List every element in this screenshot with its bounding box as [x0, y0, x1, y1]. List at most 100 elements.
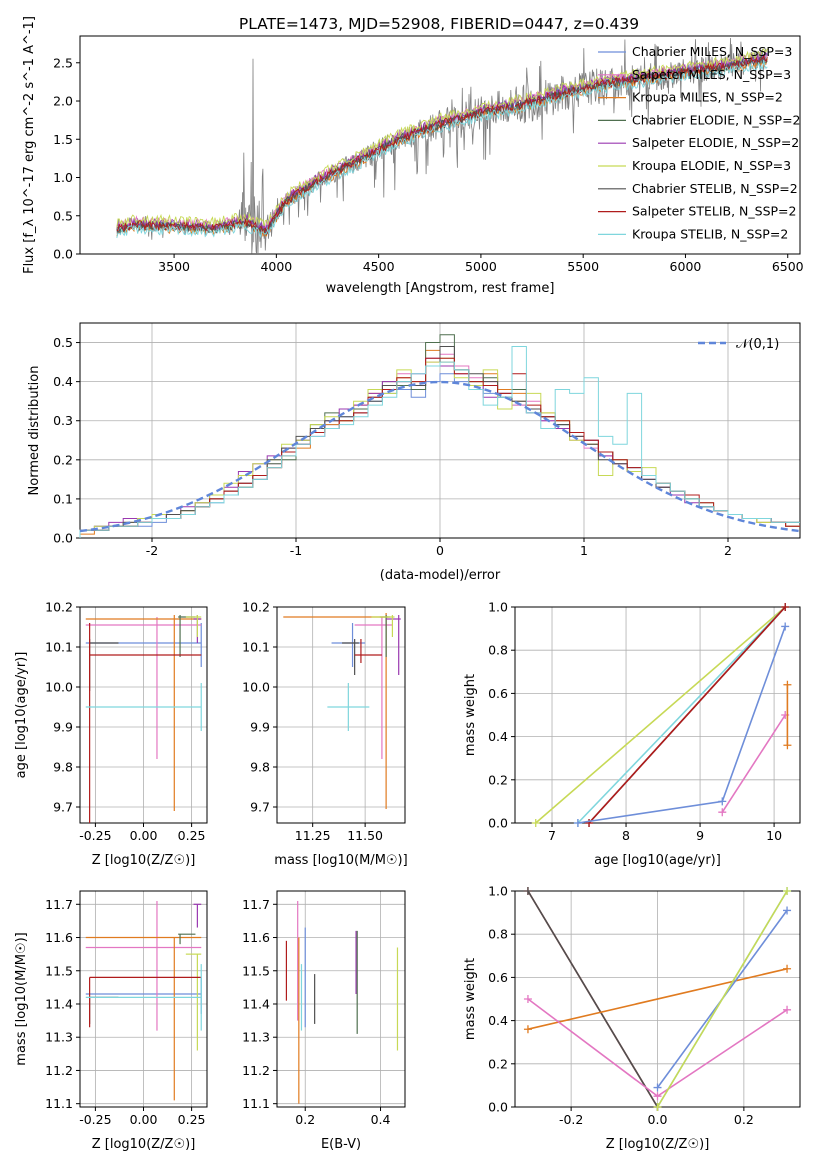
y-axis-label: mass [log10(M/M☉)] [14, 932, 29, 1065]
legend-label: Salpeter STELIB, N_SSP=2 [632, 204, 796, 219]
x-tick-label: 0.2 [734, 1112, 754, 1127]
y-tick-label: 0.0 [488, 1100, 508, 1115]
x-tick-label: 11.25 [295, 828, 331, 843]
y-tick-label: 0.6 [488, 686, 508, 701]
weight-marker [783, 887, 792, 895]
age-vs-mass-panel: 11.25 11.50 9.7 9.8 9.9 10.0 10.1 10.2 mass [log… [242, 600, 408, 869]
y-tick-label: 0.3 [53, 413, 73, 428]
massweight-vs-z-panel: -0.2 0.0 0.2 0.0 0.2 0.4 0.6 0.8 1.0 Z [log10(Z/Z… [463, 884, 801, 1152]
x-tick-label: 4000 [260, 259, 292, 274]
y-tick-label: 10.1 [242, 640, 270, 655]
errorbar-group [85, 900, 202, 1101]
massweight-vs-age-panel: 7 8 9 10 0.0 0.2 0.4 0.6 0.8 1.0 age [log10(age/yr… [463, 600, 801, 868]
weight-marker [783, 741, 792, 750]
weight-marker [783, 680, 792, 689]
y-tick-label: 11.5 [45, 963, 73, 978]
weight-marker [653, 1103, 662, 1111]
weight-line [656, 890, 788, 1108]
weight-marker [573, 819, 582, 827]
x-tick-label: 0.00 [130, 1112, 158, 1127]
axes-frame [276, 606, 406, 824]
y-tick-label: 1.5 [53, 132, 73, 147]
x-tick-label: 9 [696, 828, 704, 843]
y-tick-label: 0.5 [53, 335, 73, 350]
y-tick-label: 11.2 [45, 1063, 73, 1078]
y-axis-label: age [log10(age/yr)] [14, 652, 29, 779]
y-tick-label: 10.0 [242, 680, 270, 695]
x-tick-label: -0.25 [79, 1112, 111, 1127]
legend-label: Salpeter ELODIE, N_SSP=2 [632, 135, 799, 150]
spectrum-model-line [116, 53, 768, 235]
y-tick-label: 9.9 [250, 720, 270, 735]
mass-vs-z-panel: -0.25 0.00 0.25 11.1 11.2 11.3 11.4 11.5 11.6 11.… [14, 890, 208, 1152]
y-tick-label: 10.2 [45, 600, 73, 615]
y-tick-label: 9.7 [53, 800, 73, 815]
x-tick-label: 1 [580, 543, 588, 558]
age-vs-z-panel: -0.25 0.00 0.25 9.7 9.8 9.9 10.0 10.1 10.2 Z [log… [14, 600, 208, 868]
y-axis-label: Flux [f_λ 10^-17 erg cm^-2 s^-1 A^-1] [22, 16, 37, 274]
spectrum-panel: 3500 4000 4500 5000 5500 6000 6500 0.0 0.5 1.0 1.5… [22, 16, 804, 296]
errorbar-group [285, 900, 399, 1104]
y-tick-label: 11.7 [242, 897, 270, 912]
legend-label: Chabrier MILES, N_SSP=3 [632, 44, 792, 59]
y-axis-label: mass weight [463, 958, 478, 1040]
y-tick-label: 0.4 [53, 374, 73, 389]
y-tick-label: 9.9 [53, 720, 73, 735]
legend-label: Chabrier ELODIE, N_SSP=2 [632, 112, 801, 127]
y-tick-label: 2.0 [53, 94, 73, 109]
y-tick-label: 11.4 [45, 996, 73, 1011]
y-tick-label: 0.0 [488, 816, 508, 831]
weight-marker [585, 819, 594, 827]
spectrum-plot-area [116, 37, 768, 254]
x-tick-label: 0.25 [178, 828, 206, 843]
y-tick-label: 11.2 [242, 1063, 270, 1078]
y-tick-label: 11.6 [45, 930, 73, 945]
weight-marker [523, 995, 532, 1003]
y-tick-label: 0.2 [53, 452, 73, 467]
legend-label: Salpeter MILES, N_SSP=3 [632, 67, 791, 82]
x-axis-label: E(B-V) [321, 1137, 361, 1152]
weight-line [527, 968, 788, 1030]
y-tick-label: 0.1 [53, 491, 73, 506]
x-tick-label: 0.4 [371, 1112, 391, 1127]
weight-marker [781, 622, 790, 631]
y-tick-label: 0.2 [488, 1056, 508, 1071]
weight-marker [523, 1025, 532, 1034]
axes-frame [79, 35, 801, 255]
y-tick-label: 11.5 [242, 963, 270, 978]
weight-marker [523, 887, 532, 895]
legend-label: Kroupa MILES, N_SSP=2 [632, 90, 783, 105]
x-tick-label: 0.0 [648, 1112, 668, 1127]
x-tick-label: -0.25 [79, 828, 111, 843]
y-tick-label: 11.1 [242, 1096, 270, 1111]
errorbar-group [283, 613, 401, 809]
y-tick-label: 10.2 [242, 600, 270, 615]
y-tick-label: 10.1 [45, 640, 73, 655]
y-tick-label: 9.7 [250, 800, 270, 815]
y-tick-label: 2.5 [53, 55, 73, 70]
weight-marker [783, 964, 792, 973]
y-tick-label: 0.8 [488, 643, 508, 658]
y-tick-label: 0.4 [488, 1013, 508, 1028]
legend-label: Chabrier STELIB, N_SSP=2 [632, 181, 798, 196]
figure-title: PLATE=1473, MJD=52908, FIBERID=0447, z=0… [239, 15, 639, 33]
weight-line [588, 606, 786, 824]
legend-label: 𝒩(0,1) [736, 337, 779, 352]
y-axis-label: Normed distribution [27, 366, 42, 496]
x-tick-label: 0.25 [178, 1112, 206, 1127]
x-tick-label: 0 [436, 543, 444, 558]
x-tick-label: 4500 [363, 259, 395, 274]
x-tick-label: 5500 [567, 259, 599, 274]
weight-line [535, 606, 786, 824]
x-axis-label: Z [log10(Z/Z☉)] [92, 853, 196, 868]
x-tick-label: 5000 [465, 259, 497, 274]
weight-marker [653, 1092, 662, 1101]
y-tick-label: 9.8 [250, 760, 270, 775]
y-tick-label: 0.6 [488, 970, 508, 985]
y-tick-label: 11.7 [45, 897, 73, 912]
weight-line [577, 606, 786, 824]
errorbar-group [85, 615, 202, 823]
histogram-step-series [79, 346, 800, 538]
spectrum-model-line [116, 60, 768, 239]
